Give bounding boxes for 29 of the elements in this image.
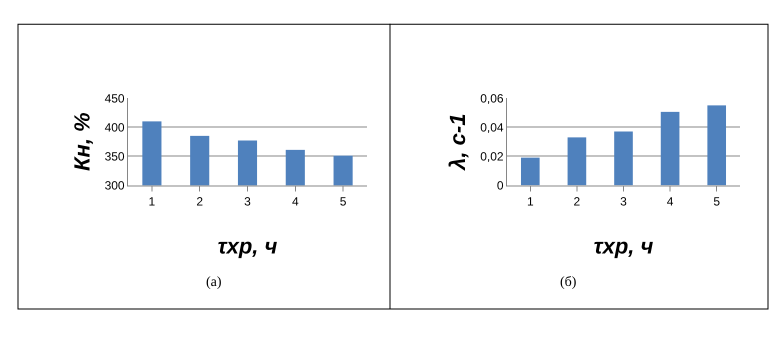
- x-tick-label: 3: [244, 194, 252, 209]
- y-tick-label: 0,04: [480, 120, 504, 134]
- x-axis-title: τхр, ч: [594, 234, 654, 259]
- y-tick-label: 0: [496, 178, 504, 192]
- x-tick-label: 4: [666, 194, 674, 209]
- bar: [520, 158, 540, 186]
- bar: [660, 112, 680, 186]
- y-tick-label: 0,02: [480, 149, 504, 164]
- x-tick-label: 3: [620, 194, 628, 209]
- y-tick-label: 0,06: [480, 91, 504, 106]
- bar: [614, 132, 633, 186]
- y-tick-label: 450: [104, 91, 125, 106]
- x-tick-label: 5: [713, 194, 720, 209]
- x-tick-label: 2: [574, 194, 581, 209]
- x-tick-label: 1: [148, 194, 156, 209]
- x-tick-label: 2: [196, 194, 204, 209]
- bar: [707, 105, 726, 186]
- y-axis-title: Кн, %: [69, 112, 94, 171]
- x-tick-label: 1: [526, 194, 534, 209]
- y-tick-label: 300: [104, 178, 125, 192]
- bar: [568, 137, 586, 186]
- x-axis-title: τхр, ч: [218, 234, 278, 259]
- x-tick-label: 5: [340, 194, 347, 209]
- x-tick-label: 4: [292, 194, 299, 209]
- y-axis-title: λ, с-1: [445, 114, 470, 171]
- y-tick-label: 400: [104, 120, 125, 134]
- y-tick-label: 350: [104, 149, 125, 164]
- text: (а): [206, 275, 222, 290]
- text: (б): [560, 275, 577, 290]
